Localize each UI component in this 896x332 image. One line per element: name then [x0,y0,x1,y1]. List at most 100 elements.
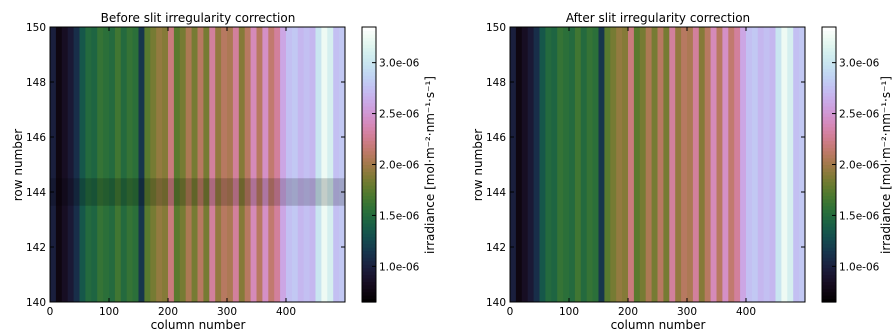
colorbar-band [362,274,376,279]
x-axis-label-before: column number [151,318,246,332]
colorbar-band [822,47,836,52]
heatmap-column [144,27,151,302]
colorbar-band [362,267,376,272]
colorbar-band [362,30,376,35]
y-axis-label-before: row number [11,129,25,202]
colorbar-band [822,154,836,159]
colorbar-band [362,150,376,155]
colorbar-band [822,157,836,162]
colorbar-band [822,247,836,252]
colorbar-band [822,216,836,221]
y-tick-label: 142 [26,242,46,254]
heatmap-column [692,27,700,302]
colorbar-band [822,288,836,293]
colorbar-band [822,64,836,69]
colorbar-band [822,44,836,49]
heatmap-column [321,27,328,302]
heatmap-column [109,27,116,302]
colorbar-band [822,161,836,166]
colorbar-band [362,260,376,265]
heatmap-column [757,27,765,302]
heatmap-column [250,27,257,302]
colorbar-band [362,27,376,32]
y-tick-label: 142 [486,242,506,254]
colorbar-band [362,185,376,190]
heatmap-column [799,27,806,302]
heatmap-column [604,27,611,302]
colorbar-band [362,140,376,145]
heatmap-column [162,27,169,302]
heatmap-column [675,27,682,302]
heatmap-column [268,27,275,302]
colorbar-band [362,88,376,93]
heatmap-column [740,27,747,302]
heatmap-column [728,27,735,302]
heatmap-column [179,27,187,302]
colorbar-band [822,253,836,258]
colorbar-band [822,54,836,59]
colorbar-band [822,298,836,303]
colorbar-band [362,233,376,238]
colorbar-band [822,126,836,131]
colorbar-band [362,61,376,66]
heatmap-column [232,27,240,302]
colorbar-band [822,267,836,272]
y-tick-label: 150 [486,22,506,34]
heatmap-column [256,27,263,302]
heatmap-column [203,27,210,302]
colorbar-tick-label: 2.5e-06 [379,109,420,121]
heatmap-column [710,27,717,302]
colorbar-band [362,271,376,276]
heatmap-column [580,27,588,302]
x-tick-label: 200 [618,306,638,318]
colorbar-band [822,264,836,269]
colorbar-band [362,205,376,210]
heatmap-column [633,27,641,302]
colorbar-band [822,171,836,176]
colorbar-band [362,119,376,124]
colorbar-band [362,102,376,107]
colorbar-band [362,295,376,300]
heatmap-column [628,27,635,302]
colorbar-band [362,281,376,286]
colorbar-band [822,71,836,76]
colorbar-band [822,33,836,38]
colorbar-band [362,54,376,59]
y-tick-label: 146 [486,132,506,144]
heatmap-column [191,27,198,302]
colorbar-band [822,281,836,286]
y-tick-label: 144 [26,187,46,199]
heatmap-column [616,27,623,302]
colorbar-band [362,33,376,38]
heatmap-column [215,27,222,302]
colorbar-band [362,288,376,293]
heatmap-column [91,27,98,302]
colorbar-band [822,95,836,100]
colorbar-band [362,47,376,52]
heatmap-column [227,27,234,302]
colorbar-band [822,85,836,90]
colorbar-band [822,92,836,97]
heatmap-column [238,27,246,302]
heatmap-column [303,27,310,302]
y-tick-label: 148 [486,77,506,89]
colorbar-band [362,82,376,87]
heatmap-column [209,27,216,302]
colorbar-band [822,51,836,56]
heatmap-column [262,27,269,302]
panel-after: After slit irregularity correction 0 100 2… [471,11,893,332]
heatmap-column [545,27,552,302]
colorbar-band [362,57,376,62]
x-ticks-after: 0 100 200 300 400 [507,27,756,318]
heatmap-column [527,27,534,302]
colorbar-band [362,164,376,169]
colorbar-tick-label: 1.5e-06 [839,210,880,222]
colorbar-band [362,157,376,162]
colorbar-band [362,171,376,176]
colorbar-band [822,119,836,124]
y-ticks-before: 140 142 144 146 148 150 [26,22,345,309]
colorbar-band [362,126,376,131]
heatmap-column [539,27,546,302]
heatmap-column [297,27,305,302]
colorbar-band [362,202,376,207]
